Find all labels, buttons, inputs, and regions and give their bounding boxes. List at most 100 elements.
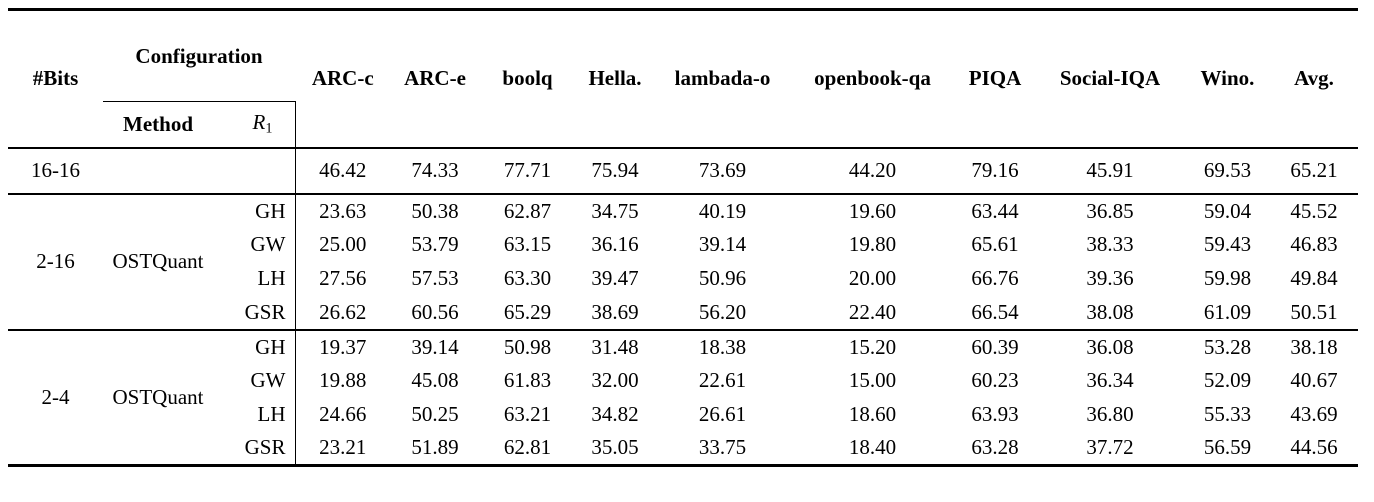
value-arc-c: 27.56	[319, 266, 367, 290]
value-lambada-o: 56.20	[698, 299, 747, 324]
value-hella: 35.05	[591, 435, 639, 460]
value-piqa: 65.61	[971, 232, 1019, 256]
bits-cell: 2-4	[41, 384, 70, 409]
value-boolq: 62.81	[503, 435, 552, 460]
value-social-iqa: 45.91	[1086, 158, 1134, 182]
col-header-piqa: PIQA	[968, 66, 1022, 91]
value-wino: 61.09	[1203, 299, 1252, 324]
value-arc-c: 19.88	[319, 368, 367, 392]
table-row: 2-16 OSTQuant GH 23.63 50.38 62.87 34.75…	[8, 193, 1358, 273]
value-boolq: 63.15	[503, 232, 552, 256]
method-cell-empty	[103, 148, 213, 194]
paper-table-container: #Bits Configuration ARC-c ARC-e boolq He…	[8, 8, 1358, 467]
bits-cell: 16-16	[31, 158, 80, 182]
value-piqa: 63.28	[971, 435, 1019, 460]
col-header-boolq: boolq	[502, 66, 553, 91]
value-lambada-o: 26.61	[698, 402, 747, 426]
r1-cell: LH	[213, 397, 296, 432]
value-piqa: 66.54	[971, 299, 1019, 324]
value-arc-e: 50.25	[411, 402, 459, 426]
col-header-configuration: Configuration	[103, 9, 295, 102]
value-openbook-qa: 19.60	[848, 198, 897, 223]
value-boolq: 63.30	[503, 266, 552, 290]
value-arc-c: 46.42	[319, 158, 367, 182]
value-openbook-qa: 22.40	[848, 299, 897, 324]
header-row-sub: Method R1	[8, 101, 1358, 148]
method-cell: OSTQuant	[112, 384, 204, 409]
value-avg: 46.83	[1290, 232, 1338, 256]
value-boolq: 62.87	[503, 198, 552, 223]
table-row: GSR 23.21 51.89 62.81 35.05 33.75 18.40 …	[8, 431, 1358, 466]
value-arc-c: 24.66	[319, 402, 367, 426]
results-table: #Bits Configuration ARC-c ARC-e boolq He…	[8, 8, 1358, 467]
value-hella: 32.00	[591, 368, 639, 392]
value-arc-e: 45.08	[411, 368, 459, 392]
value-openbook-qa: 15.00	[848, 368, 897, 392]
value-arc-e: 51.89	[411, 435, 459, 460]
table-row: LH 24.66 50.25 63.21 34.82 26.61 18.60 6…	[8, 397, 1358, 432]
value-piqa: 63.93	[971, 402, 1019, 426]
value-openbook-qa: 18.40	[848, 435, 897, 460]
col-header-avg: Avg.	[1294, 66, 1334, 91]
value-boolq: 63.21	[503, 402, 552, 426]
table-row: GW 25.00 53.79 63.15 36.16 39.14 19.80 6…	[8, 227, 1358, 262]
value-social-iqa: 36.80	[1086, 402, 1134, 426]
value-openbook-qa: 19.80	[848, 232, 897, 256]
value-social-iqa: 36.08	[1086, 334, 1134, 359]
value-wino: 59.43	[1203, 232, 1252, 256]
value-wino: 69.53	[1203, 158, 1252, 182]
col-header-openbook-qa: openbook-qa	[814, 66, 931, 91]
table-row: 2-4 OSTQuant GH 19.37 39.14 50.98 31.48 …	[8, 329, 1358, 409]
value-hella: 38.69	[591, 299, 639, 324]
col-header-bits: #Bits	[32, 66, 79, 91]
value-social-iqa: 36.34	[1086, 368, 1134, 392]
col-header-arc-e: ARC-e	[404, 66, 466, 91]
value-arc-e: 50.38	[411, 198, 459, 223]
r1-cell: GW	[213, 227, 296, 262]
value-arc-c: 23.63	[319, 198, 367, 223]
value-avg: 45.52	[1290, 198, 1338, 223]
col-header-wino: Wino.	[1200, 66, 1255, 91]
value-avg: 40.67	[1290, 368, 1338, 392]
value-lambada-o: 40.19	[698, 198, 747, 223]
value-openbook-qa: 15.20	[848, 334, 897, 359]
header-row-top: #Bits Configuration ARC-c ARC-e boolq He…	[8, 9, 1358, 102]
value-boolq: 77.71	[503, 158, 552, 182]
value-hella: 31.48	[591, 334, 639, 359]
value-piqa: 63.44	[971, 198, 1019, 223]
table-row: GSR 26.62 60.56 65.29 38.69 56.20 22.40 …	[8, 295, 1358, 330]
value-avg: 50.51	[1290, 299, 1338, 324]
value-openbook-qa: 44.20	[848, 158, 897, 182]
value-boolq: 65.29	[503, 299, 552, 324]
value-avg: 65.21	[1290, 158, 1338, 182]
bits-cell: 2-16	[36, 249, 75, 273]
value-social-iqa: 36.85	[1086, 198, 1134, 223]
value-lambada-o: 18.38	[698, 334, 747, 359]
value-arc-e: 39.14	[411, 334, 459, 359]
col-header-social-iqa: Social-IQA	[1059, 66, 1161, 91]
value-piqa: 66.76	[971, 266, 1019, 290]
r1-cell: GH	[213, 329, 296, 364]
value-hella: 39.47	[591, 266, 639, 290]
value-boolq: 61.83	[503, 368, 552, 392]
value-lambada-o: 39.14	[698, 232, 747, 256]
value-arc-c: 25.00	[319, 232, 367, 256]
value-hella: 75.94	[591, 158, 639, 182]
value-avg: 44.56	[1290, 435, 1338, 460]
col-header-arc-c: ARC-c	[311, 66, 374, 91]
value-hella: 36.16	[591, 232, 639, 256]
col-header-method: Method	[123, 111, 193, 136]
value-arc-e: 53.79	[411, 232, 459, 256]
r1-symbol: R	[252, 110, 266, 135]
value-hella: 34.75	[591, 198, 639, 223]
value-piqa: 79.16	[971, 158, 1019, 182]
value-social-iqa: 39.36	[1086, 266, 1134, 290]
value-wino: 59.98	[1203, 266, 1252, 290]
r1-cell: GSR	[213, 295, 296, 330]
value-avg: 43.69	[1290, 402, 1338, 426]
value-wino: 59.04	[1203, 198, 1252, 223]
value-avg: 49.84	[1290, 266, 1338, 290]
group-2-16-section: 2-16 OSTQuant GH 23.63 50.38 62.87 34.75…	[8, 193, 1358, 330]
value-lambada-o: 73.69	[698, 158, 747, 182]
value-wino: 55.33	[1203, 402, 1252, 426]
